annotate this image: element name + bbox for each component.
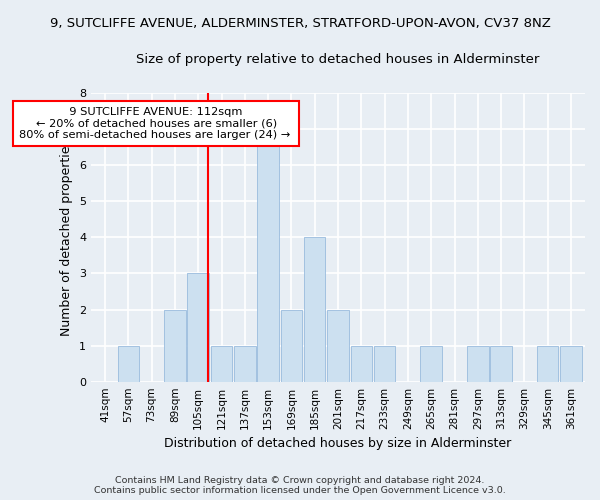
Bar <box>164 310 185 382</box>
Bar <box>327 310 349 382</box>
Y-axis label: Number of detached properties: Number of detached properties <box>61 139 73 336</box>
Bar <box>234 346 256 382</box>
Text: 9 SUTCLIFFE AVENUE: 112sqm  
← 20% of detached houses are smaller (6)
80% of sem: 9 SUTCLIFFE AVENUE: 112sqm ← 20% of deta… <box>19 107 294 140</box>
Bar <box>257 129 279 382</box>
Title: Size of property relative to detached houses in Alderminster: Size of property relative to detached ho… <box>136 52 539 66</box>
Bar <box>490 346 512 382</box>
Bar <box>350 346 372 382</box>
Bar <box>118 346 139 382</box>
Text: 9, SUTCLIFFE AVENUE, ALDERMINSTER, STRATFORD-UPON-AVON, CV37 8NZ: 9, SUTCLIFFE AVENUE, ALDERMINSTER, STRAT… <box>50 18 550 30</box>
Text: Contains HM Land Registry data © Crown copyright and database right 2024.
Contai: Contains HM Land Registry data © Crown c… <box>94 476 506 495</box>
Bar <box>537 346 559 382</box>
Bar <box>421 346 442 382</box>
Bar <box>374 346 395 382</box>
X-axis label: Distribution of detached houses by size in Alderminster: Distribution of detached houses by size … <box>164 437 512 450</box>
Bar <box>187 274 209 382</box>
Bar <box>560 346 582 382</box>
Bar <box>467 346 488 382</box>
Bar <box>281 310 302 382</box>
Bar <box>304 238 325 382</box>
Bar <box>211 346 232 382</box>
